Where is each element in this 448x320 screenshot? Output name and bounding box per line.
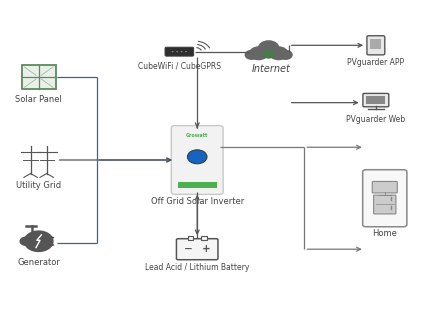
FancyBboxPatch shape <box>201 236 207 240</box>
Text: PVguarder Web: PVguarder Web <box>346 115 405 124</box>
Text: Growatt: Growatt <box>186 133 208 138</box>
Text: Solar Panel: Solar Panel <box>15 95 62 104</box>
FancyBboxPatch shape <box>171 125 223 195</box>
FancyBboxPatch shape <box>374 195 396 214</box>
Text: Lead Acid / Lithium Battery: Lead Acid / Lithium Battery <box>145 263 250 272</box>
Circle shape <box>187 150 207 164</box>
Circle shape <box>185 51 187 52</box>
Circle shape <box>172 51 173 52</box>
Circle shape <box>176 51 178 52</box>
FancyBboxPatch shape <box>165 47 194 56</box>
Circle shape <box>249 46 269 60</box>
Wedge shape <box>44 236 55 246</box>
FancyBboxPatch shape <box>363 93 389 107</box>
Text: PVguarder APP: PVguarder APP <box>347 58 405 67</box>
FancyBboxPatch shape <box>177 182 217 188</box>
Circle shape <box>24 231 53 252</box>
FancyBboxPatch shape <box>367 36 385 55</box>
Circle shape <box>279 50 293 60</box>
Wedge shape <box>19 236 30 246</box>
FancyBboxPatch shape <box>188 236 193 240</box>
Text: +: + <box>202 244 211 253</box>
Text: CubeWiFi / CubeGPRS: CubeWiFi / CubeGPRS <box>138 61 221 70</box>
Circle shape <box>263 50 275 59</box>
Text: −: − <box>184 244 193 253</box>
FancyBboxPatch shape <box>370 39 381 50</box>
Text: Internet: Internet <box>251 64 290 74</box>
FancyBboxPatch shape <box>363 170 407 227</box>
Text: Home: Home <box>372 229 397 238</box>
Text: Off Grid Solar Inverter: Off Grid Solar Inverter <box>151 197 244 206</box>
FancyBboxPatch shape <box>372 181 397 193</box>
Circle shape <box>181 51 182 52</box>
Text: Generator: Generator <box>17 258 60 267</box>
Text: Utility Grid: Utility Grid <box>16 181 61 190</box>
FancyBboxPatch shape <box>177 239 218 260</box>
FancyBboxPatch shape <box>22 65 56 89</box>
Circle shape <box>258 40 280 55</box>
Circle shape <box>269 46 289 60</box>
FancyBboxPatch shape <box>366 96 385 104</box>
Circle shape <box>245 50 259 60</box>
